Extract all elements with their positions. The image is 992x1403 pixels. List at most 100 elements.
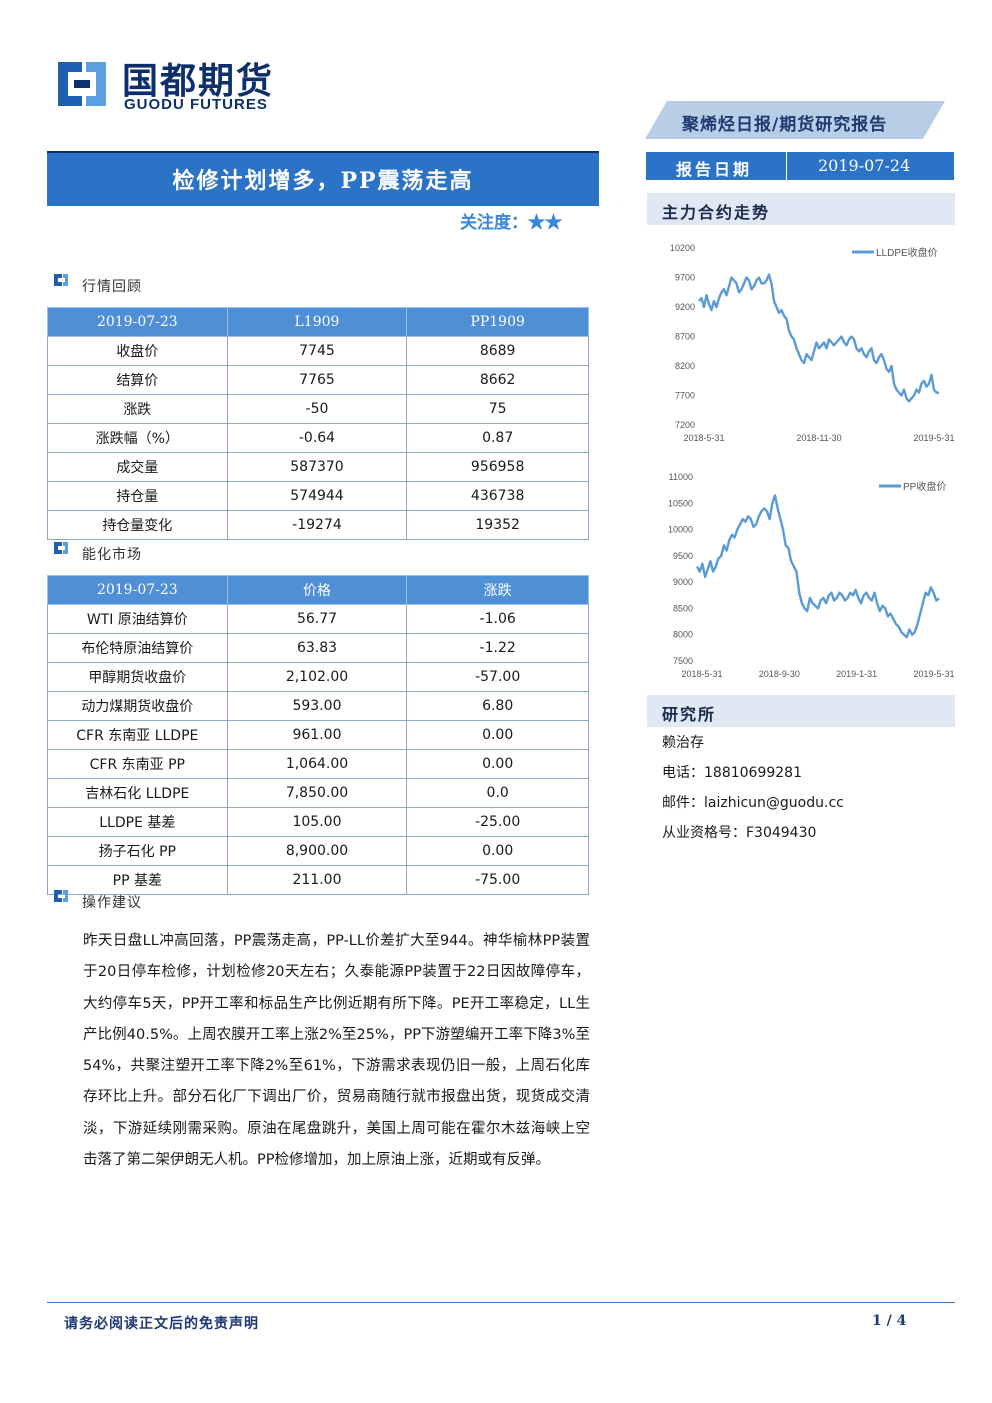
table-cell: 成交量 [47, 452, 228, 482]
trend-title: 主力合约走势 [662, 203, 771, 222]
x-tick-label: 2018-9-30 [759, 669, 800, 679]
table-header-cell: 2019-07-23 [47, 575, 228, 605]
report-type-banner [645, 101, 945, 139]
table-cell: 8,900.00 [226, 836, 408, 866]
legend-label: PP收盘价 [903, 480, 946, 493]
table-cell: 收盘价 [47, 336, 228, 366]
y-tick-label: 9700 [675, 273, 695, 283]
table-cell: LLDPE 基差 [47, 807, 228, 837]
energy-market-table: 2019-07-23 价格 涨跌 WTI 原油结算价 56.77 -1.06 布伦特原… [47, 575, 589, 895]
section-market-review: 行情回顾 [82, 279, 142, 295]
analyst-email[interactable]: 邮件：laizhicun@guodu.cc [662, 795, 844, 811]
analyst-phone: 电话：18810699281 [662, 765, 802, 781]
table-cell: -0.64 [226, 423, 408, 453]
footer-divider [47, 1302, 955, 1303]
table-cell: 1,064.00 [226, 749, 408, 779]
table-cell: 956958 [406, 452, 589, 482]
y-tick-label: 7200 [675, 420, 695, 430]
y-tick-label: 10000 [668, 525, 693, 535]
table-row: 吉林石化 LLDPE 7,850.00 0.0 [47, 778, 589, 808]
table-row: CFR 东南亚 LLDPE 961.00 0.00 [47, 720, 589, 750]
y-tick-label: 9500 [673, 551, 693, 561]
pp-price-chart: 7500 8000 8500 9000 9500 10000 10500 11000 2018-… [668, 472, 955, 679]
title-bar [47, 151, 599, 206]
table-row: 收盘价 7745 8689 [47, 336, 589, 366]
attention-stars: ★★ [528, 213, 562, 233]
table-cell: 63.83 [226, 633, 408, 663]
table-row: 持仓量变化 -19274 19352 [47, 510, 589, 540]
footer-disclaimer[interactable]: 请务必阅读正文后的免责声明 [64, 1316, 259, 1332]
table-cell: 961.00 [226, 720, 408, 750]
table-cell: 587370 [226, 452, 408, 482]
section-icon [54, 890, 68, 902]
table-header-row: 2019-07-23 L1909 PP1909 [47, 307, 589, 337]
table-cell: 2,102.00 [226, 662, 408, 692]
y-tick-label: 8200 [675, 361, 695, 371]
table-row: 结算价 7765 8662 [47, 365, 589, 395]
table-cell: 0.0 [406, 778, 589, 808]
table-cell: 7765 [226, 365, 408, 395]
x-tick-label: 2018-5-31 [681, 669, 722, 679]
table-row: 布伦特原油结算价 63.83 -1.22 [47, 633, 589, 663]
table-cell: 0.87 [406, 423, 589, 453]
table-cell: 持仓量 [47, 481, 228, 511]
attention-label: 关注度： [460, 213, 528, 233]
table-header-row: 2019-07-23 价格 涨跌 [47, 575, 589, 605]
section-energy-market: 能化市场 [82, 547, 142, 563]
table-cell: CFR 东南亚 PP [47, 749, 228, 779]
y-tick-label: 11000 [669, 472, 693, 482]
table-cell: -1.06 [406, 604, 589, 634]
y-tick-label: 7500 [673, 656, 693, 666]
y-tick-label: 9000 [673, 577, 693, 587]
table-header-cell: 价格 [226, 575, 408, 605]
table-cell: 574944 [226, 481, 408, 511]
table-cell: -57.00 [406, 662, 589, 692]
x-tick-label: 2019-5-31 [913, 669, 954, 679]
lldpe-price-chart: 7200 7700 8200 8700 9200 9700 10200 2018-5-31 20… [670, 243, 955, 443]
table-row: CFR 东南亚 PP 1,064.00 0.00 [47, 749, 589, 779]
y-tick-label: 8500 [673, 603, 693, 613]
page-number: 1 / 4 [872, 1313, 907, 1329]
legend-label: LLDPE收盘价 [876, 246, 938, 259]
analyst-license: 从业资格号：F3049430 [662, 825, 817, 841]
table-cell: PP 基差 [47, 865, 228, 895]
table-cell: 涨跌幅（%） [47, 423, 228, 453]
date-divider [786, 152, 787, 180]
research-title: 研究所 [662, 705, 717, 724]
table-cell: -1.22 [406, 633, 589, 663]
x-tick-label: 2018-11-30 [796, 433, 841, 443]
table-cell: 结算价 [47, 365, 228, 395]
table-cell: 75 [406, 394, 589, 424]
advice-paragraph: 昨天日盘LL冲高回落，PP震荡走高，PP-LL价差扩大至944。神华榆林PP装置… [83, 933, 590, 1169]
table-cell: 0.00 [406, 749, 589, 779]
company-name-cn: 国都期货 [122, 61, 275, 102]
table-cell: 7,850.00 [226, 778, 408, 808]
table-cell: 吉林石化 LLDPE [47, 778, 228, 808]
table-cell: 19352 [406, 510, 589, 540]
table-header-cell: L1909 [226, 307, 408, 337]
table-row: LLDPE 基差 105.00 -25.00 [47, 807, 589, 837]
table-cell: 持仓量变化 [47, 510, 228, 540]
y-tick-label: 10500 [668, 498, 693, 508]
series-line [695, 494, 940, 639]
research-contact: 赖治存 电话：18810699281 邮件：laizhicun@guodu.cc… [662, 732, 952, 852]
page-title: 检修计划增多，PP震荡走高 [172, 168, 474, 194]
y-tick-label: 9200 [675, 302, 695, 312]
table-cell: -75.00 [406, 865, 589, 895]
table-cell: 动力煤期货收盘价 [47, 691, 228, 721]
table-cell: 甲醇期货收盘价 [47, 662, 228, 692]
trend-header [647, 193, 955, 225]
report-date-value: 2019-07-24 [818, 156, 911, 175]
table-cell: 0.00 [406, 836, 589, 866]
table-cell: 7745 [226, 336, 408, 366]
table-cell: 8689 [406, 336, 589, 366]
table-cell: -50 [226, 394, 408, 424]
series-line [698, 273, 940, 403]
y-tick-label: 8700 [675, 332, 695, 342]
analyst-name: 赖治存 [662, 735, 704, 751]
table-cell: 56.77 [226, 604, 408, 634]
table-row: 成交量 587370 956958 [47, 452, 589, 482]
report-date-label: 报告日期 [676, 160, 753, 179]
table-cell: 211.00 [226, 865, 408, 895]
table-cell: 593.00 [226, 691, 408, 721]
